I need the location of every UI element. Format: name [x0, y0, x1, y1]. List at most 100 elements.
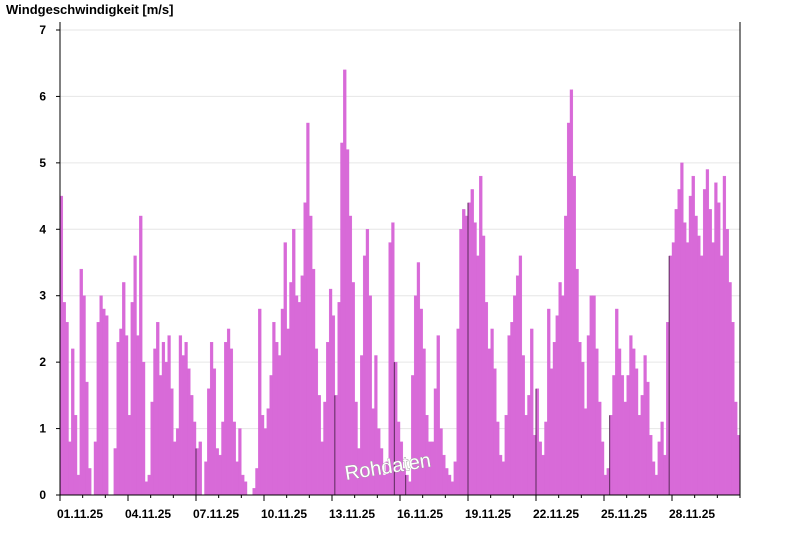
- wind-bar: [258, 308, 262, 496]
- wind-bar: [277, 355, 282, 496]
- wind-bar: [187, 368, 191, 496]
- wind-bar: [283, 242, 287, 496]
- wind-bar: [255, 468, 259, 496]
- wind-bar: [547, 308, 551, 496]
- wind-bar: [139, 215, 143, 496]
- wind-bar: [263, 428, 268, 496]
- y-tick-label: 7: [39, 23, 46, 37]
- wind-bar: [640, 395, 644, 496]
- wind-bar: [348, 215, 353, 496]
- wind-bar: [371, 408, 375, 496]
- wind-bar: [76, 474, 81, 496]
- wind-bar: [204, 461, 208, 496]
- wind-bar: [510, 322, 514, 496]
- marker-lines: [195, 202, 670, 495]
- wind-bar: [629, 335, 633, 496]
- wind-bar: [141, 361, 146, 496]
- wind-bar: [476, 255, 480, 496]
- wind-bar: [436, 335, 440, 496]
- wind-bar: [683, 222, 687, 496]
- y-axis-label: Windgeschwindigkeit [m/s]: [6, 2, 173, 17]
- wind-bar: [161, 342, 166, 496]
- wind-bar: [345, 149, 350, 496]
- wind-bar: [320, 441, 324, 496]
- wind-bar: [581, 361, 585, 496]
- wind-bar: [62, 302, 66, 496]
- wind-bar: [708, 209, 712, 496]
- wind-bar: [167, 335, 171, 496]
- wind-bar: [328, 288, 333, 496]
- wind-bar: [439, 428, 443, 496]
- wind-bar: [238, 428, 242, 496]
- wind-bar: [453, 461, 457, 496]
- wind-bar: [93, 441, 98, 496]
- wind-bar: [663, 454, 667, 496]
- wind-bar: [521, 355, 525, 496]
- y-tick-labels: 0 1 2 3 4 5 6 7: [39, 23, 60, 502]
- wind-bar: [209, 342, 214, 496]
- y-tick-label: 2: [39, 355, 46, 369]
- wind-bar: [442, 454, 446, 496]
- wind-bar: [266, 408, 270, 496]
- wind-bar: [558, 282, 562, 496]
- wind-bar: [714, 182, 718, 496]
- wind-bar: [292, 229, 296, 496]
- wind-bar: [82, 295, 86, 496]
- wind-bar: [173, 441, 177, 496]
- wind-bar: [99, 295, 103, 496]
- wind-bar: [470, 189, 474, 496]
- wind-bar: [365, 229, 370, 496]
- wind-bar: [450, 481, 455, 496]
- wind-bar: [215, 448, 219, 496]
- x-tick-label: 25.11.25: [601, 507, 647, 521]
- wind-bar: [501, 461, 506, 496]
- wind-bar: [481, 235, 486, 496]
- wind-bar: [150, 401, 154, 496]
- wind-bar: [705, 169, 710, 496]
- wind-bar: [65, 322, 69, 496]
- wind-bar: [243, 481, 248, 496]
- wind-bar: [657, 441, 661, 496]
- wind-bar: [462, 209, 466, 496]
- wind-bar: [564, 215, 568, 496]
- wind-bar: [626, 375, 630, 496]
- wind-bar: [634, 368, 639, 496]
- wind-bar: [484, 302, 489, 496]
- y-tick-label: 1: [39, 422, 46, 436]
- wind-bar: [651, 461, 656, 496]
- wind-bar: [459, 229, 463, 496]
- wind-bar: [224, 342, 228, 496]
- wind-bar: [612, 375, 616, 496]
- wind-bar: [649, 435, 653, 496]
- wind-bar: [326, 342, 330, 496]
- x-tick-label: 22.11.25: [533, 507, 579, 521]
- wind-bar: [303, 202, 307, 496]
- wind-bar: [212, 368, 217, 496]
- wind-bar: [513, 295, 517, 496]
- wind-bar: [88, 468, 92, 496]
- wind-bar: [637, 415, 642, 496]
- wind-bar: [674, 209, 678, 496]
- wind-bar: [190, 395, 194, 496]
- wind-bar: [549, 368, 554, 496]
- wind-bar: [685, 242, 690, 496]
- wind-bar: [221, 421, 225, 496]
- y-tick-label: 0: [39, 488, 46, 502]
- wind-bars: [59, 69, 741, 496]
- wind-bar: [544, 421, 548, 496]
- wind-bar: [691, 175, 695, 496]
- wind-bar: [473, 222, 477, 496]
- wind-bar: [504, 415, 508, 496]
- wind-bar: [496, 421, 500, 496]
- wind-bar: [479, 175, 483, 496]
- wind-bar: [252, 488, 256, 496]
- wind-bar: [677, 189, 681, 496]
- x-tick-label: 10.11.25: [261, 507, 307, 521]
- wind-bar: [578, 342, 582, 496]
- wind-bar: [289, 282, 293, 496]
- wind-bar: [178, 335, 183, 496]
- wind-bar: [79, 268, 83, 496]
- wind-bar: [241, 474, 245, 496]
- wind-bar: [688, 195, 693, 496]
